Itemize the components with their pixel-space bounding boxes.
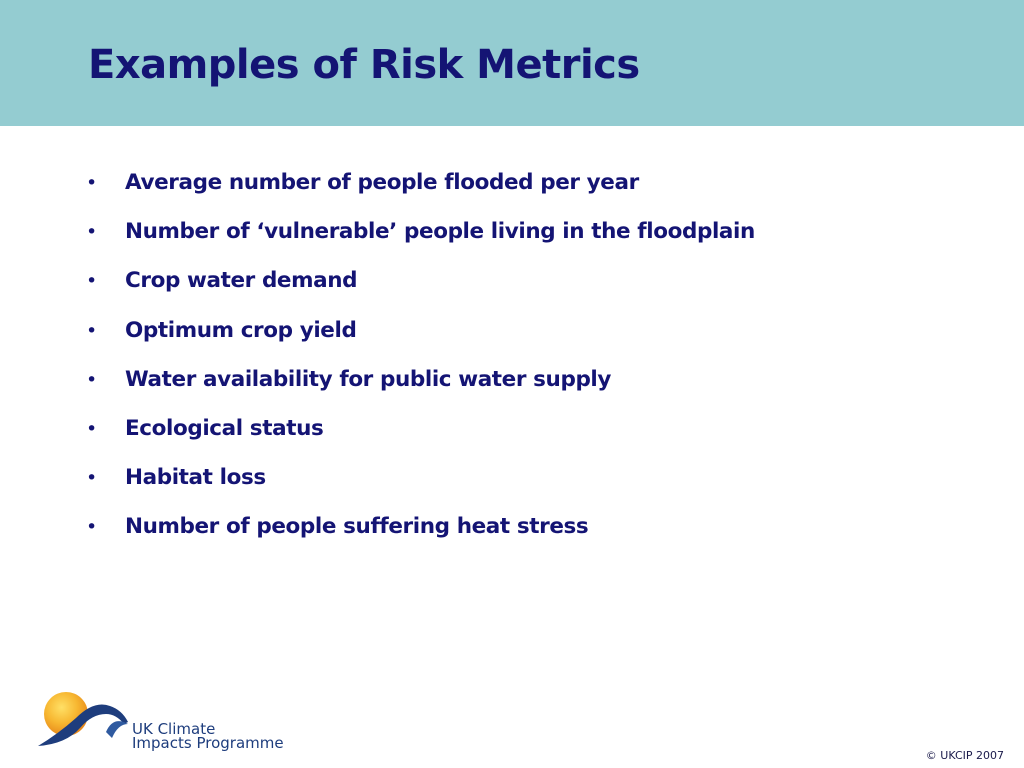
bullet-text: Crop water demand (125, 268, 358, 294)
bullet-icon: • (86, 417, 98, 440)
bullet-icon: • (86, 172, 98, 194)
ukcip-logo: UK Climate Impacts Programme (36, 688, 286, 752)
logo-text-line1: UK Climate (132, 720, 216, 738)
slide-title: Examples of Risk Metrics (88, 42, 640, 88)
bullet-icon: • (86, 319, 98, 342)
bullet-icon: • (86, 221, 98, 244)
list-item: • Ecological status (0, 411, 1000, 460)
header-band (0, 0, 1024, 126)
bullet-text: Optimum crop yield (125, 317, 357, 343)
list-item: • Average number of people flooded per y… (0, 165, 1000, 214)
list-item: • Number of people suffering heat stress (0, 509, 1000, 558)
bullet-icon: • (86, 368, 98, 391)
sun-arc-logo-icon (38, 692, 128, 746)
logo-text-line2: Impacts Programme (132, 734, 284, 752)
bullet-text: Water availability for public water supp… (125, 366, 612, 392)
bullet-list: • Average number of people flooded per y… (0, 165, 1000, 559)
bullet-text: Ecological status (125, 415, 324, 441)
list-item: • Habitat loss (0, 460, 1000, 509)
bullet-text: Average number of people flooded per yea… (125, 170, 639, 195)
bullet-icon: • (86, 467, 98, 490)
list-item: • Water availability for public water su… (0, 362, 1000, 411)
bullet-text: Habitat loss (125, 465, 266, 491)
list-item: • Crop water demand (0, 263, 1000, 312)
list-item: • Number of ‘vulnerable’ people living i… (0, 214, 1000, 263)
bullet-text: Number of ‘vulnerable’ people living in … (125, 219, 755, 245)
bullet-icon: • (86, 516, 98, 539)
bullet-icon: • (86, 270, 98, 293)
copyright-footer: © UKCIP 2007 (925, 749, 1004, 762)
bullet-text: Number of people suffering heat stress (125, 514, 589, 540)
list-item: • Optimum crop yield (0, 313, 1000, 362)
